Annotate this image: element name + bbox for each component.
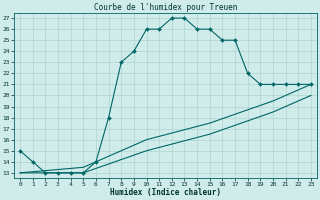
Title: Courbe de l'humidex pour Treuen: Courbe de l'humidex pour Treuen [94,3,237,12]
X-axis label: Humidex (Indice chaleur): Humidex (Indice chaleur) [110,188,221,197]
